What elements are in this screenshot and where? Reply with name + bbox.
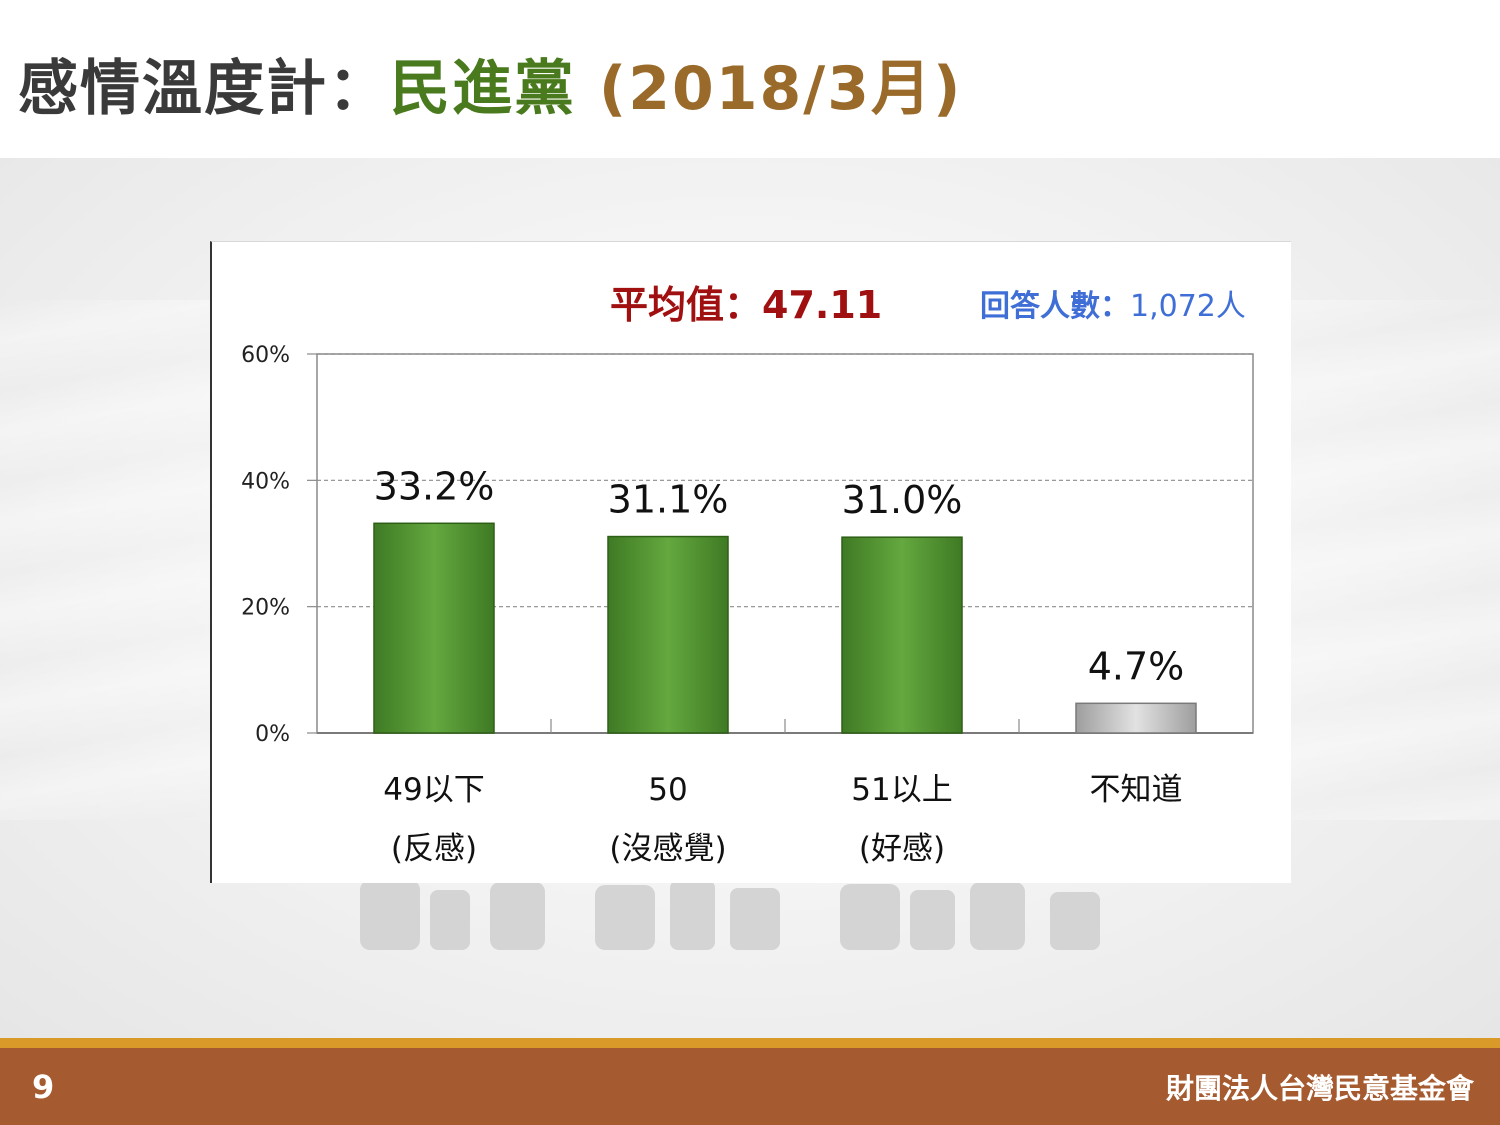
respondent-count-value: 1,072人 [1130,289,1246,324]
respondent-count-prefix: 回答人數： [980,289,1130,324]
page-number: 9 [32,1068,55,1106]
title-prefix: 感情溫度計： [18,54,390,124]
title-bar: 感情溫度計：民進黨 (2018/3月) [0,0,1500,158]
mean-value-label: 平均值：47.11 [610,283,883,327]
title-party: 民進黨 [390,54,576,124]
organization-name: 財團法人台灣民意基金會 [1165,1072,1474,1105]
title-date: (2018/3月) [576,54,963,124]
crowd-silhouette-image [360,880,1100,950]
footer-bar [0,1048,1500,1125]
chart-panel [210,241,1291,883]
footer-accent-line [0,1038,1500,1048]
respondent-count-label: 回答人數：1,072人 [980,281,1246,325]
slide-title: 感情溫度計：民進黨 (2018/3月) [18,40,962,127]
